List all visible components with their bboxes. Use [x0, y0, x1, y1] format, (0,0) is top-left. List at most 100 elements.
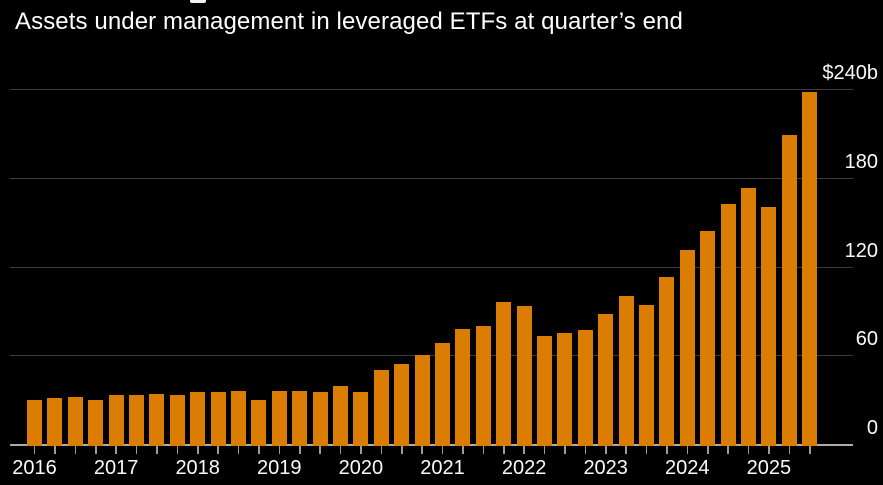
x-axis-tick: [380, 446, 383, 454]
chart-bar: [353, 392, 369, 446]
chart-bar: [231, 390, 246, 446]
chart-bar: [88, 399, 104, 446]
x-axis-tick: [319, 446, 321, 454]
x-axis-tick: [809, 446, 811, 454]
x-axis-tick: [74, 446, 77, 454]
x-axis-tick: [33, 446, 36, 454]
x-axis-year-label-2019: 2019: [257, 457, 302, 479]
x-axis-line: [10, 443, 853, 446]
chart-bar: [618, 296, 634, 446]
chart-bar: [577, 330, 593, 446]
chart-bar: [598, 313, 614, 446]
x-axis-tick: [258, 446, 260, 454]
gridline-180: [10, 177, 853, 179]
x-axis-tick: [543, 446, 546, 454]
clipped-headline-fragment: [190, 0, 206, 3]
chart-bar: [435, 343, 450, 446]
chart-bar: [394, 364, 410, 446]
x-axis-tick: [503, 446, 505, 454]
x-axis-tick: [482, 446, 485, 454]
x-axis-tick: [462, 446, 464, 454]
chart-bar: [210, 392, 226, 446]
chart-bar: [333, 386, 348, 446]
x-axis-tick: [197, 446, 199, 454]
x-axis-year-label-2018: 2018: [175, 457, 220, 479]
x-axis-tick: [156, 446, 158, 454]
chart-bar: [455, 328, 471, 446]
x-axis-tick: [278, 446, 281, 454]
chart-bar: [47, 398, 63, 446]
x-axis-tick: [401, 446, 403, 454]
x-axis-tick: [645, 446, 648, 454]
chart-bar: [190, 392, 206, 446]
x-axis-year-label-2020: 2020: [338, 457, 384, 479]
chart-bar: [659, 276, 675, 446]
chart-bar: [292, 390, 308, 446]
x-axis-tick: [686, 446, 689, 454]
x-axis-year-label-2021: 2021: [420, 457, 465, 479]
x-axis-tick: [584, 446, 587, 454]
x-axis-tick: [339, 446, 342, 454]
chart-bar: [720, 204, 736, 446]
x-axis-year-label-2022: 2022: [501, 457, 547, 479]
x-axis-tick: [441, 446, 444, 454]
y-axis-label-180: 180: [844, 150, 878, 173]
x-axis-tick: [299, 446, 301, 454]
x-axis-year-label-2024: 2024: [665, 457, 710, 479]
chart-bar: [802, 91, 818, 446]
y-axis-label-120: 120: [844, 239, 878, 262]
x-axis-year-label-2017: 2017: [93, 457, 139, 479]
y-axis-label-0: 0: [866, 417, 878, 439]
x-axis-tick: [360, 446, 362, 454]
chart-bar: [516, 306, 532, 446]
gridline-60: [10, 355, 853, 357]
chart-bar: [312, 392, 328, 446]
chart-bar: [639, 304, 654, 446]
x-axis-year-label-2016: 2016: [12, 457, 57, 479]
chart-bar: [475, 325, 491, 446]
x-axis-tick: [788, 446, 791, 454]
chart-bar: [169, 395, 185, 446]
x-axis-tick: [564, 446, 566, 454]
x-axis-tick: [727, 446, 729, 454]
chart-bar: [373, 370, 389, 446]
x-axis-tick: [666, 446, 668, 454]
y-axis-label-60: 60: [855, 328, 878, 351]
chart-bar: [700, 231, 716, 446]
x-axis-tick: [176, 446, 179, 454]
x-axis-tick: [625, 446, 627, 454]
chart-bar: [496, 302, 512, 446]
chart-bar: [761, 207, 777, 446]
x-axis-tick: [707, 446, 709, 454]
chart-bar: [27, 399, 42, 446]
x-axis-year-label-2023: 2023: [583, 457, 628, 479]
y-axis-label-240: $240b: [822, 62, 878, 85]
x-axis-tick: [421, 446, 423, 454]
chart-bar: [741, 188, 756, 446]
chart-subtitle: Assets under management in leveraged ETF…: [15, 8, 683, 35]
chart-bar: [679, 250, 695, 446]
x-axis-tick: [523, 446, 525, 454]
x-axis-year-label-2025: 2025: [746, 457, 792, 479]
x-axis-tick: [768, 446, 770, 454]
x-axis-tick: [95, 446, 97, 454]
x-axis-tick: [135, 446, 138, 454]
chart-bar: [108, 395, 124, 446]
chart-bar: [414, 355, 430, 446]
chart-bar: [271, 390, 287, 446]
x-axis-tick: [747, 446, 750, 454]
chart-bar: [67, 396, 83, 446]
x-axis-tick: [217, 446, 219, 454]
chart-bar: [781, 134, 797, 446]
gridline-120: [10, 266, 853, 268]
chart-bar: [251, 399, 267, 446]
chart-bar: [557, 333, 573, 446]
chart-bar: [129, 395, 144, 446]
gridline-240: [10, 89, 853, 91]
chart-bar: [537, 336, 552, 446]
x-axis-tick: [54, 446, 56, 454]
chart-bar: [149, 393, 165, 446]
x-axis-tick: [237, 446, 240, 454]
x-axis-tick: [115, 446, 117, 454]
